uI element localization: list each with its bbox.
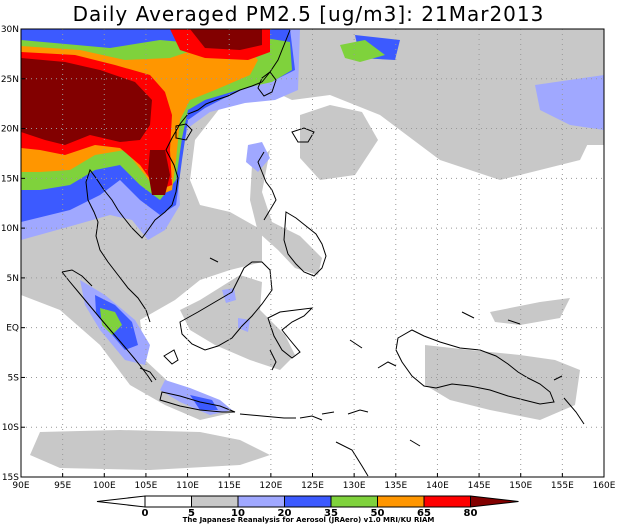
lat-tick-label: EQ: [6, 324, 19, 334]
lon-tick-label: 135E: [384, 481, 407, 491]
colorbar-segment: [237, 495, 285, 508]
colorbar-label: 5: [188, 508, 195, 519]
lat-tick-label: 20N: [1, 125, 19, 135]
colorbar-max-triangle: [470, 495, 519, 508]
lon-tick-label: 155E: [551, 481, 574, 491]
colorbar-label: 80: [464, 508, 478, 519]
lon-tick-label: 145E: [468, 481, 491, 491]
colorbar-segment: [191, 495, 239, 508]
lat-tick-label: 5S: [8, 373, 20, 383]
lon-tick-label: 100E: [93, 481, 116, 491]
credit-line: The Japanese Reanalysis for Aerosol (JRA…: [182, 516, 435, 524]
lon-tick-label: 150E: [509, 481, 532, 491]
lat-tick-label: 30N: [1, 25, 19, 35]
lon-tick-label: 140E: [426, 481, 449, 491]
lon-tick-label: 120E: [259, 481, 282, 491]
colorbar-label: 50: [371, 508, 385, 519]
latitude-axis: 30N 25N 20N 15N 10N 5N EQ 5S 10S 15S: [1, 25, 25, 483]
colorbar-segment: [330, 495, 378, 508]
colorbar: 0 5 10 20 35 50 65 80: [96, 495, 519, 519]
longitude-axis: 90E 95E 100E 105E 110E 115E 120E 125E 130E 135E 14…: [12, 473, 616, 491]
colorbar-label: 20: [278, 508, 292, 519]
colorbar-min-triangle: [96, 495, 146, 508]
coastline: [61, 29, 585, 477]
lat-tick-label: 5N: [7, 274, 19, 284]
lat-tick-label: 15N: [1, 174, 19, 184]
lon-tick-label: 125E: [301, 481, 324, 491]
lon-tick-label: 105E: [134, 481, 157, 491]
colorbar-segment: [423, 495, 471, 508]
colorbar-segment: [144, 495, 192, 508]
colorbar-segment: [377, 495, 425, 508]
lat-tick-label: 25N: [1, 75, 19, 85]
pm25-band-80-plus: [21, 29, 262, 195]
lon-tick-label: 110E: [176, 481, 199, 491]
lat-tick-label: 10S: [2, 423, 19, 433]
pm25-concentration-field: [21, 29, 604, 477]
colorbar-segment: [284, 495, 332, 508]
lat-tick-label: 15S: [2, 473, 19, 483]
lon-tick-label: 90E: [12, 481, 29, 491]
colorbar-label: 65: [417, 508, 431, 519]
colorbar-label: 10: [231, 508, 245, 519]
colorbar-label: 0: [142, 508, 149, 519]
lon-tick-label: 130E: [343, 481, 366, 491]
lat-tick-label: 10N: [1, 224, 19, 234]
map-title: Daily Averaged PM2.5 [ug/m3]: 21Mar2013: [72, 2, 545, 26]
lon-tick-label: 115E: [218, 481, 241, 491]
lon-tick-label: 95E: [54, 481, 71, 491]
colorbar-label: 35: [324, 508, 338, 519]
lon-tick-label: 160E: [593, 481, 616, 491]
lat-lon-grid: [21, 29, 604, 477]
